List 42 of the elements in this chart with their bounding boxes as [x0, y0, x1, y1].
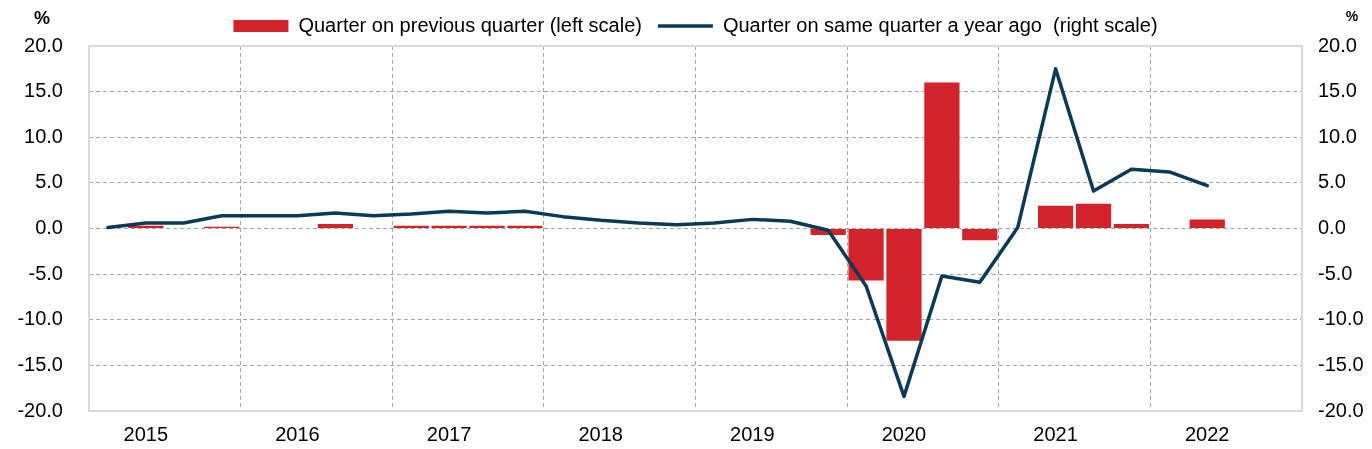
x-tick-label: 2020 — [881, 422, 927, 445]
y-tick-label: -15.0 — [17, 352, 63, 375]
legend-label: Quarter on same quarter a year ago (right scale) — [722, 13, 1158, 36]
y-axis-title: % — [33, 7, 51, 28]
x-tick-label: 2021 — [1033, 422, 1078, 445]
y2-tick-label: -15.0 — [1318, 352, 1364, 375]
x-tick-label: 2018 — [578, 422, 623, 445]
y2-axis-title: % — [1345, 7, 1359, 24]
bar — [962, 229, 998, 241]
x-tick-label: 2019 — [730, 422, 775, 445]
y-tick-label: 15.0 — [24, 79, 63, 102]
bar — [924, 82, 960, 228]
bar — [507, 225, 543, 228]
y2-tick-label: 0.0 — [1318, 216, 1346, 239]
bar — [317, 223, 354, 228]
bar — [1075, 203, 1112, 228]
x-tick-label: 2016 — [275, 422, 320, 445]
y-tick-label: 0.0 — [35, 216, 63, 239]
y-tick-label: 20.0 — [24, 33, 63, 56]
y2-tick-label: 15.0 — [1318, 79, 1357, 102]
y2-tick-label: -20.0 — [1318, 398, 1364, 421]
bar — [1189, 219, 1225, 228]
y2-tick-label: 5.0 — [1318, 170, 1346, 193]
bar — [886, 229, 922, 341]
y2-tick-label: -5.0 — [1318, 261, 1353, 284]
y2-tick-label: -10.0 — [1318, 307, 1364, 330]
bar — [848, 229, 884, 281]
bar — [1113, 223, 1150, 228]
bar — [1037, 205, 1074, 228]
y-tick-label: -5.0 — [28, 261, 63, 284]
legend-label: Quarter on previous quarter (left scale) — [298, 13, 642, 36]
y-tick-label: -20.0 — [17, 398, 63, 421]
y2-tick-label: 20.0 — [1318, 33, 1357, 56]
bar — [469, 225, 505, 228]
y2-tick-label: 10.0 — [1318, 124, 1357, 147]
x-tick-label: 2015 — [123, 422, 169, 445]
bar — [431, 225, 467, 228]
x-tick-label: 2017 — [426, 422, 472, 445]
y-tick-label: -10.0 — [17, 307, 63, 330]
x-tick-label: 2022 — [1184, 422, 1230, 445]
y-tick-label: 10.0 — [24, 124, 63, 147]
y-tick-label: 5.0 — [35, 170, 63, 193]
